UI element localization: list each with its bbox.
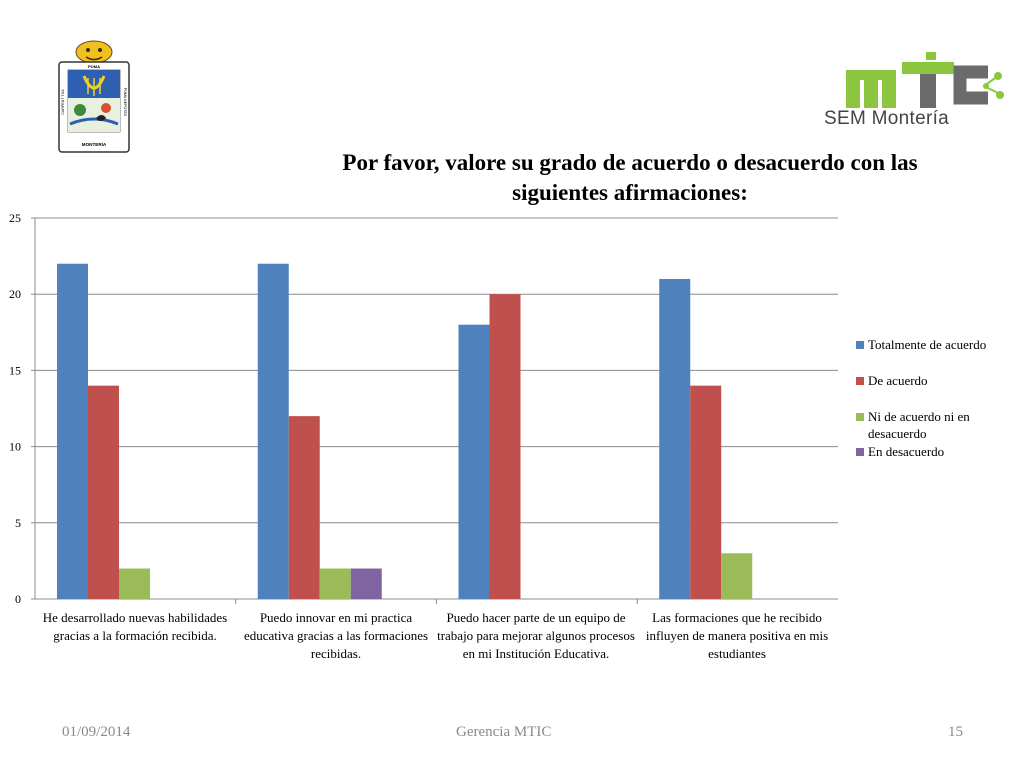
mtic-logo: SEM Montería xyxy=(820,50,1010,132)
legend-label: En desacuerdo xyxy=(868,444,945,459)
mtic-logo-mark xyxy=(846,52,1004,108)
category-label-3: Puedo hacer parte de un equipo de trabaj… xyxy=(437,610,635,661)
bar-4-series-1 xyxy=(659,278,691,599)
legend-swatch xyxy=(856,413,864,421)
legend-swatch xyxy=(856,377,864,385)
legend-label: Ni de acuerdo ni en desacuerdo xyxy=(868,409,970,441)
bar-1-series-2 xyxy=(88,385,119,599)
bar-2-series-1 xyxy=(257,263,289,599)
coat-of-arms-top-text: POMA xyxy=(88,64,100,69)
y-tick-label: 5 xyxy=(15,516,21,530)
y-tick-label: 20 xyxy=(9,287,21,301)
legend-item-en-desacuerdo: En desacuerdo xyxy=(856,443,1024,460)
chart-legend: Totalmente de acuerdo De acuerdo Ni de a… xyxy=(856,336,1024,460)
legend-item-ni-de-acuerdo: Ni de acuerdo ni en desacuerdo xyxy=(856,408,1024,442)
bar-1-series-3 xyxy=(119,568,150,599)
chart-title: Por favor, valore su grado de acuerdo o … xyxy=(270,148,990,208)
slide-footer-text: Gerencia MTIC xyxy=(456,724,552,740)
coat-of-arms-right-text: POMA NEPOTES xyxy=(123,88,127,117)
category-label-2: Puedo innovar en mi practica educativa g… xyxy=(243,610,429,661)
slide-page-number: 15 xyxy=(948,724,963,740)
y-tick-label: 15 xyxy=(9,363,21,377)
slide-date: 01/09/2014 xyxy=(62,724,131,740)
bar-2-series-2 xyxy=(288,416,320,599)
coat-of-arms-left-text: CARPENT TUA xyxy=(61,89,65,115)
bar-4-series-3 xyxy=(721,553,753,599)
legend-swatch xyxy=(856,448,864,456)
bar-3-series-2 xyxy=(489,294,521,599)
category-label-1: He desarrollado nuevas habilidades graci… xyxy=(42,610,228,643)
chart-title-line-2: siguientes afirmaciones: xyxy=(512,180,748,205)
bar-2-series-4 xyxy=(350,568,382,599)
bar-2-series-3 xyxy=(319,568,351,599)
y-tick-label: 10 xyxy=(9,440,21,454)
coat-of-arms-bottom-text: MONTERIA xyxy=(82,142,107,147)
legend-swatch xyxy=(856,341,864,349)
legend-item-de-acuerdo: De acuerdo xyxy=(856,372,1024,389)
legend-item-totalmente-de-acuerdo: Totalmente de acuerdo xyxy=(856,336,1024,353)
legend-label: Totalmente de acuerdo xyxy=(868,337,987,352)
y-tick-label: 25 xyxy=(9,211,21,225)
chart-title-line-1: Por favor, valore su grado de acuerdo o … xyxy=(342,150,918,175)
mtic-logo-text: SEM Montería xyxy=(824,108,950,129)
monteria-coat-of-arms-logo: POMA CARPENT TUA POMA NEPOTES MONTERIA xyxy=(58,40,130,153)
category-label-4: Las formaciones que he recibido influyen… xyxy=(645,610,829,661)
bar-4-series-2 xyxy=(690,385,722,599)
bar-1-series-1 xyxy=(57,263,88,599)
legend-label: De acuerdo xyxy=(868,373,928,388)
bar-3-series-1 xyxy=(458,324,490,599)
y-tick-label: 0 xyxy=(15,592,21,606)
